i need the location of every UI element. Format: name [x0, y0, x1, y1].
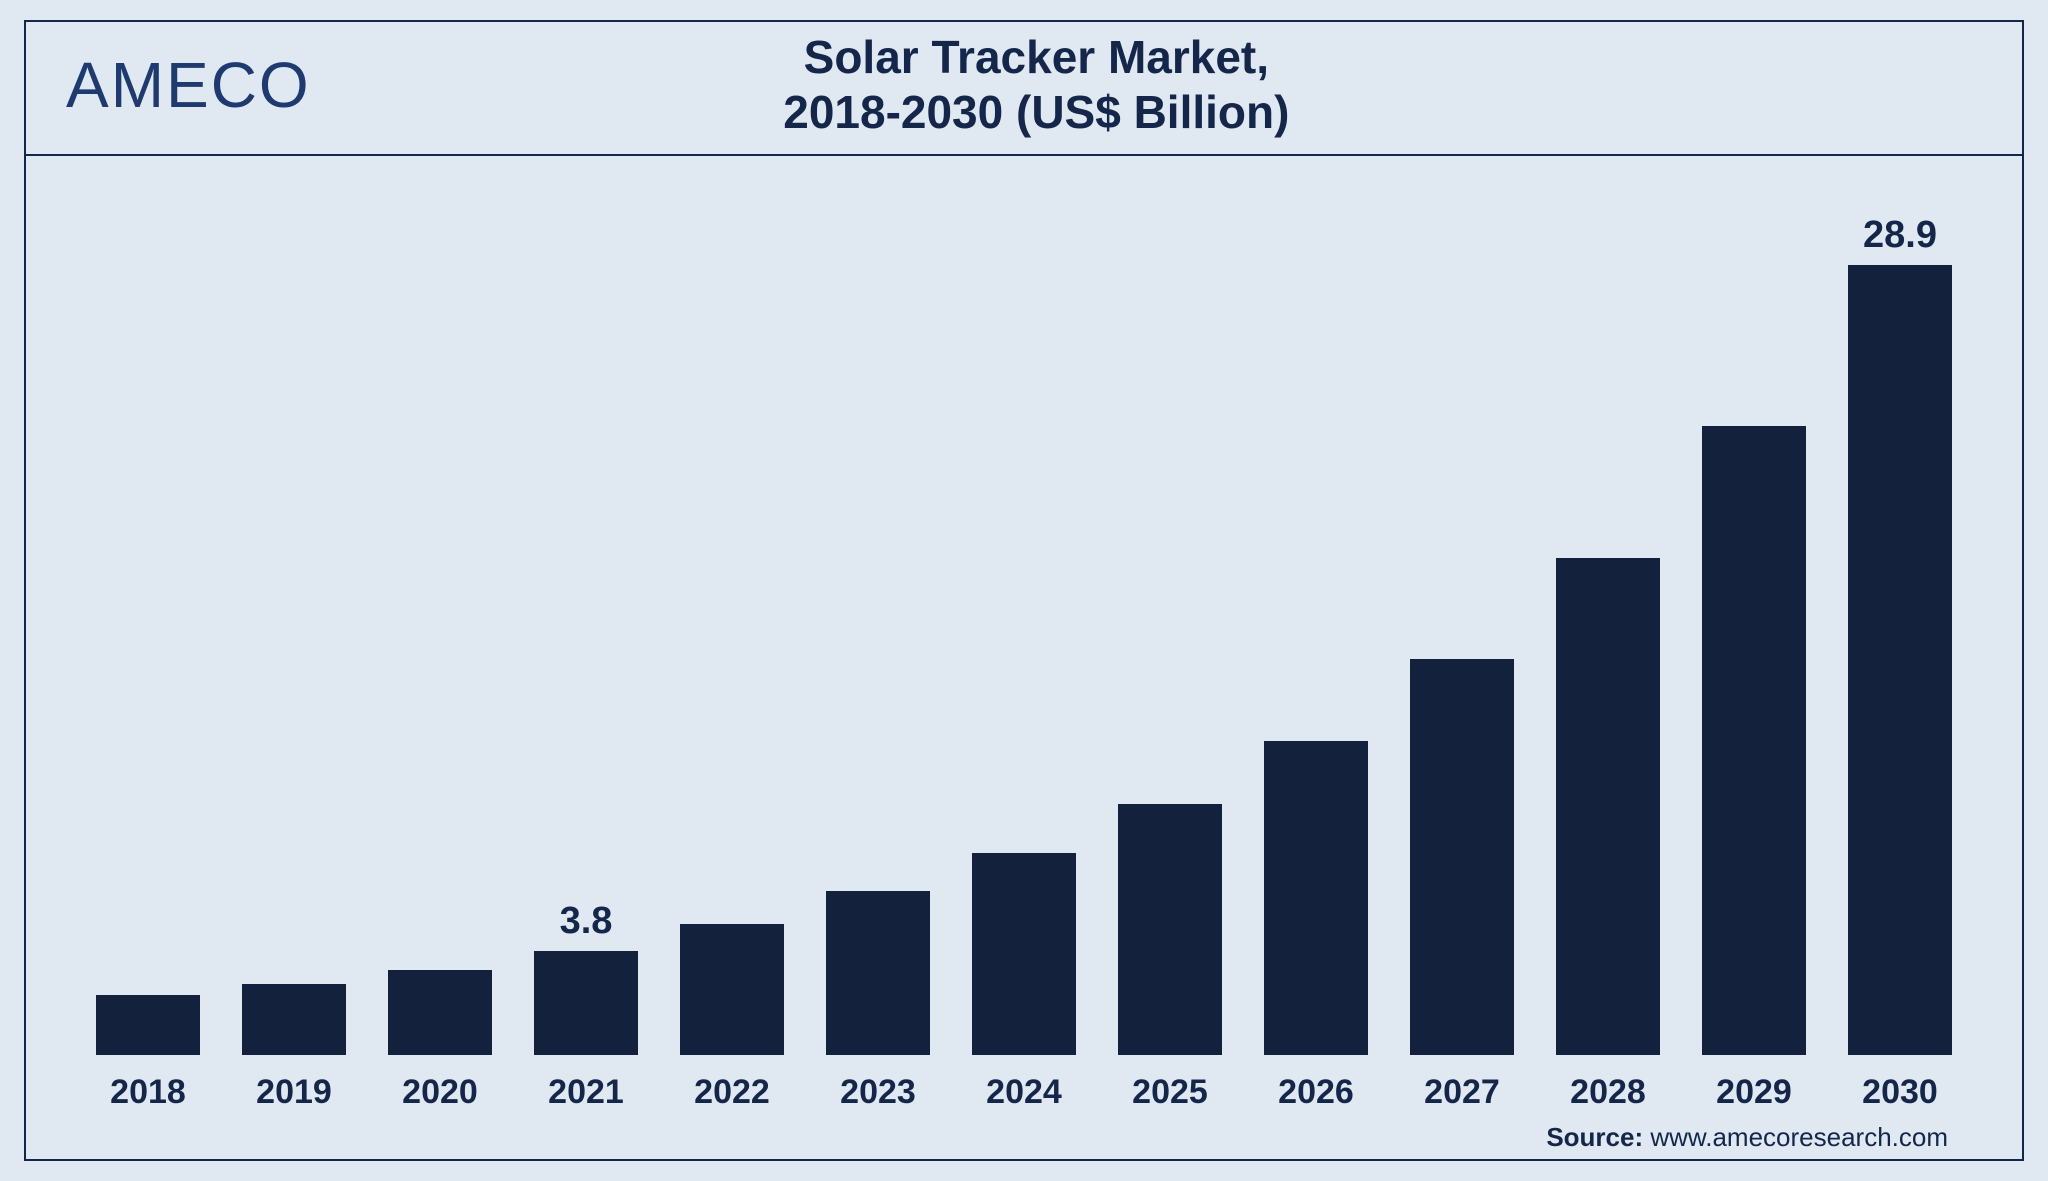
source-label: Source:: [1546, 1122, 1650, 1152]
bar: [972, 853, 1076, 1055]
bar: [1410, 659, 1514, 1055]
bar-wrap: [1702, 196, 1806, 1055]
x-axis-label: 2019: [242, 1073, 346, 1112]
bar: [1848, 265, 1952, 1055]
title-line-2: 2018-2030 (US$ Billion): [351, 85, 1722, 140]
bar-wrap: [242, 196, 346, 1055]
bar: [96, 995, 200, 1055]
bar: [1264, 741, 1368, 1055]
bar-wrap: [96, 196, 200, 1055]
bar: [388, 970, 492, 1055]
bar-wrap: [826, 196, 930, 1055]
x-axis-label: 2030: [1848, 1073, 1952, 1112]
bar-wrap: [972, 196, 1076, 1055]
bar-value-label: 28.9: [1863, 214, 1937, 257]
bar-wrap: [680, 196, 784, 1055]
x-axis-label: 2018: [96, 1073, 200, 1112]
bar-wrap: [1118, 196, 1222, 1055]
chart-container: AMECO Solar Tracker Market, 2018-2030 (U…: [24, 20, 2024, 1161]
bar-plot: 3.8 28.9: [76, 196, 1972, 1055]
x-axis-label: 2022: [680, 1073, 784, 1112]
logo: AMECO: [66, 48, 311, 122]
bar: [1118, 804, 1222, 1055]
bar-wrap: [388, 196, 492, 1055]
bar: [534, 951, 638, 1055]
x-axis-label: 2027: [1410, 1073, 1514, 1112]
bar: [826, 891, 930, 1055]
x-axis-label: 2023: [826, 1073, 930, 1112]
bar-wrap: 28.9: [1848, 196, 1952, 1055]
x-axis-label: 2021: [534, 1073, 638, 1112]
chart-area: 3.8 28.9 2018 2019 2020 2021 2022 2023 2024 2025…: [26, 156, 2022, 1159]
bar-wrap: 3.8: [534, 196, 638, 1055]
bar-value-label: 3.8: [560, 900, 613, 943]
bar: [242, 984, 346, 1055]
bar: [680, 924, 784, 1055]
bar-wrap: [1264, 196, 1368, 1055]
x-axis-label: 2024: [972, 1073, 1076, 1112]
header-block: AMECO Solar Tracker Market, 2018-2030 (U…: [26, 22, 2022, 156]
logo-text: AMECO: [66, 48, 311, 122]
x-axis-label: 2025: [1118, 1073, 1222, 1112]
x-axis-label: 2028: [1556, 1073, 1660, 1112]
source-row: Source: www.amecoresearch.com: [76, 1112, 1972, 1159]
title-line-1: Solar Tracker Market,: [351, 30, 1722, 85]
bar-wrap: [1556, 196, 1660, 1055]
bar: [1702, 426, 1806, 1055]
x-axis-label: 2029: [1702, 1073, 1806, 1112]
x-axis-label: 2020: [388, 1073, 492, 1112]
bar: [1556, 558, 1660, 1056]
x-axis-labels: 2018 2019 2020 2021 2022 2023 2024 2025 2026 2027…: [76, 1055, 1972, 1112]
source-value: www.amecoresearch.com: [1650, 1122, 1948, 1152]
title-block: Solar Tracker Market, 2018-2030 (US$ Bil…: [351, 30, 2002, 140]
x-axis-label: 2026: [1264, 1073, 1368, 1112]
bar-wrap: [1410, 196, 1514, 1055]
